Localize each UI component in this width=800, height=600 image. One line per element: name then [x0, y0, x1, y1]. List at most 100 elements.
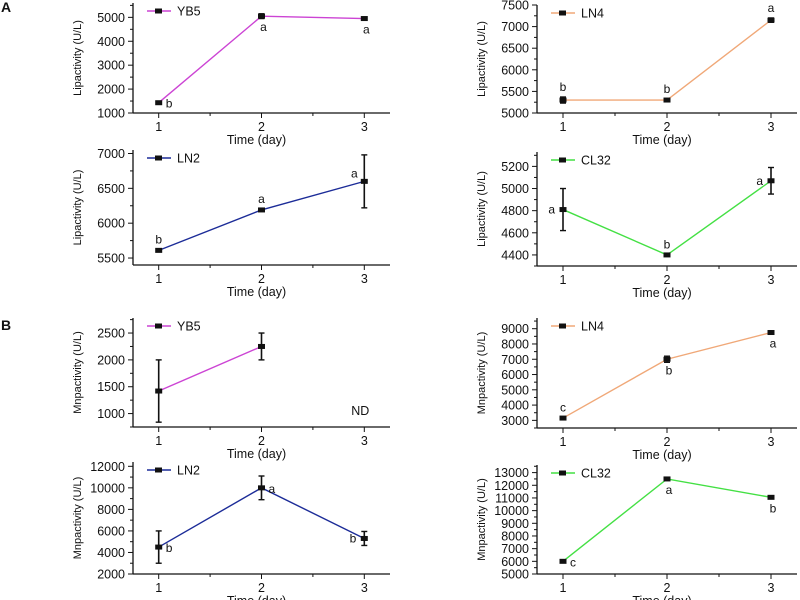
x-tick-label: 2 [258, 581, 265, 595]
subplot-1: 1000 2000 3000 4000 5000 1 2 3 Time (day) Lipacti… [72, 3, 390, 147]
x-tick-label: 3 [768, 581, 775, 595]
legend-marker [559, 323, 566, 329]
significance-letter: c [560, 400, 566, 414]
y-tick-label: 5200 [501, 160, 529, 174]
y-tick-label: 13000 [494, 466, 529, 480]
legend-label: CL32 [581, 154, 611, 168]
data-point [155, 247, 163, 253]
y-axis-label: Lipactivity (U/L) [476, 171, 488, 247]
y-tick-label: 4600 [501, 226, 529, 240]
legend-label: LN4 [581, 320, 604, 334]
subplot-3: 5500 6000 6500 7000 1 2 3 Time (day) Lipactivity… [72, 147, 390, 299]
y-tick-label: 6000 [97, 524, 125, 538]
significance-letter: a [269, 482, 276, 496]
y-tick-label: 5000 [501, 107, 529, 121]
x-tick-label: 2 [258, 272, 265, 286]
y-tick-label: 10000 [90, 481, 125, 495]
data-point [155, 388, 163, 394]
x-tick-label: 3 [361, 272, 368, 286]
y-tick-label: 2000 [97, 83, 125, 97]
significance-letter: c [570, 555, 576, 569]
y-tick-label: 4000 [97, 35, 125, 49]
x-tick-label: 1 [155, 272, 162, 286]
significance-letter: a [363, 23, 370, 37]
x-axis-label: Time (day) [632, 133, 691, 147]
subplot-2: 5000 5500 6000 6500 7000 7500 1 2 3 Time (day) Lip… [476, 0, 797, 147]
panel-label-a: A [1, 0, 11, 15]
data-point [663, 97, 671, 103]
x-axis-label: Time (day) [632, 286, 691, 300]
data-point [360, 178, 368, 184]
y-tick-label: 3000 [501, 414, 529, 428]
data-point [767, 178, 775, 184]
x-tick-label: 1 [155, 434, 162, 448]
legend-marker [559, 157, 566, 163]
y-axis-label: Mnpactivity (U/L) [72, 331, 84, 414]
y-tick-label: 6500 [97, 182, 125, 196]
y-tick-label: 9000 [501, 322, 529, 336]
legend-marker [155, 155, 162, 161]
legend-marker [155, 8, 162, 14]
x-tick-label: 2 [664, 435, 671, 449]
significance-letter: b [666, 363, 673, 377]
annotation-nd: ND [351, 404, 369, 418]
x-tick-label: 1 [560, 581, 567, 595]
y-tick-label: 7000 [501, 20, 529, 34]
significance-letter: a [666, 483, 673, 497]
data-point [258, 343, 265, 349]
legend-label: LN4 [581, 7, 604, 21]
y-tick-label: 7000 [501, 542, 529, 556]
significance-letter: b [166, 541, 173, 555]
x-axis-label: Time (day) [227, 447, 286, 461]
data-point [559, 415, 567, 421]
significance-letter: a [768, 1, 775, 15]
x-tick-label: 3 [361, 120, 368, 134]
data-point [258, 13, 265, 19]
y-tick-label: 5000 [501, 182, 529, 196]
y-tick-label: 6000 [501, 63, 529, 77]
x-tick-label: 1 [155, 120, 162, 134]
data-point [258, 485, 265, 491]
legend-label: YB5 [177, 320, 201, 334]
data-point [767, 17, 775, 23]
y-tick-label: 5500 [501, 85, 529, 99]
x-tick-label: 3 [768, 273, 775, 287]
x-tick-label: 2 [664, 581, 671, 595]
legend-label: LN2 [177, 464, 200, 478]
data-point [559, 207, 567, 213]
y-tick-label: 7500 [501, 0, 529, 13]
y-tick-label: 6500 [501, 42, 529, 56]
legend-label: YB5 [177, 5, 201, 19]
data-point [360, 535, 368, 541]
legend-marker [559, 10, 566, 16]
y-tick-label: 5000 [97, 11, 125, 25]
x-axis-label: Time (day) [227, 594, 286, 600]
y-tick-label: 1500 [97, 380, 125, 394]
data-point [155, 100, 163, 106]
data-point [559, 558, 567, 564]
x-tick-label: 2 [664, 120, 671, 134]
y-tick-label: 12000 [494, 479, 529, 493]
subplot-8: 5000600070008000900010000110001200013000… [476, 465, 797, 600]
subplot-5: 1000 1500 2000 2500 1 2 3 Time (day) Mnpactivity… [72, 318, 390, 461]
x-tick-label: 1 [560, 120, 567, 134]
y-axis-label: Lipactivity (U/L) [72, 20, 84, 96]
y-tick-label: 2500 [97, 327, 125, 341]
y-tick-label: 6000 [97, 217, 125, 231]
y-tick-label: 5500 [97, 252, 125, 266]
data-point [663, 476, 671, 482]
significance-letter: a [756, 174, 763, 188]
subplot-7: 2000 4000 6000 8000 10000 12000 1 2 3 Time (day) M… [72, 460, 390, 600]
panel-label-b: B [1, 317, 11, 333]
data-point [767, 330, 775, 336]
data-point [663, 356, 671, 362]
y-tick-label: 8000 [97, 503, 125, 517]
y-tick-label: 4000 [501, 399, 529, 413]
significance-letter: b [350, 531, 357, 545]
y-tick-label: 9000 [501, 517, 529, 531]
data-point [258, 207, 265, 213]
significance-letter: b [664, 82, 671, 96]
y-tick-label: 2000 [97, 353, 125, 367]
